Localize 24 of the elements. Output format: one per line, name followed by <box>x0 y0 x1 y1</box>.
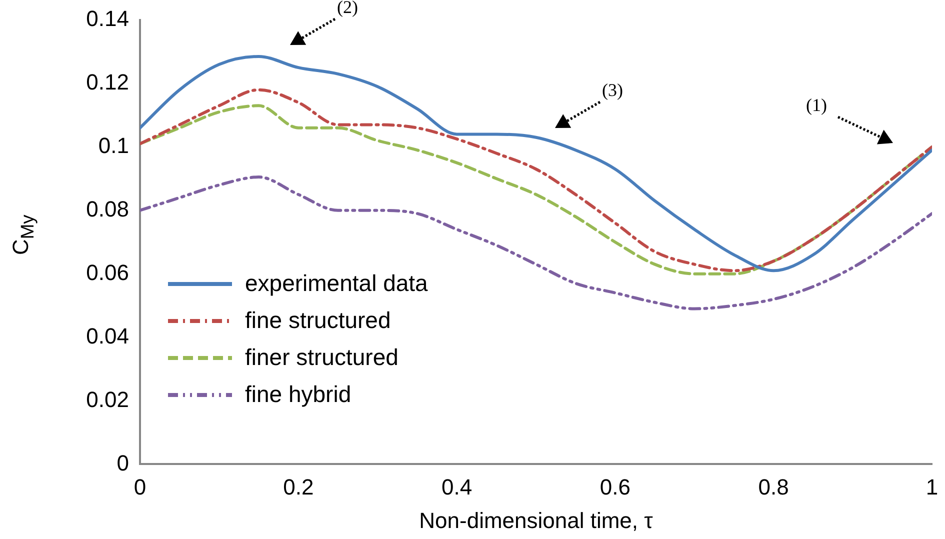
legend-label: finer structured <box>245 343 398 372</box>
x-tick-label: 0.8 <box>758 474 789 500</box>
legend-label: fine hybrid <box>245 380 352 409</box>
text: (2) <box>337 0 358 18</box>
annotation: (3) <box>602 80 623 101</box>
legend-label: fine structured <box>245 306 391 335</box>
y-tick-label: 0.04 <box>86 323 129 348</box>
y-tick-label: 0.14 <box>86 6 129 32</box>
x-tick-label: 0.2 <box>283 474 314 500</box>
x-axis-title: Non-dimensional time, τ <box>419 508 654 533</box>
y-tick-label: 0.12 <box>86 70 129 95</box>
x-tick-label: 1 <box>926 474 938 500</box>
y-tick-label: 0.08 <box>86 196 129 222</box>
y-tick-label: 0.1 <box>98 132 129 158</box>
line-series <box>140 176 932 310</box>
x-tick-label: 0 <box>134 474 146 500</box>
line-series <box>140 54 932 272</box>
annotation: (1) <box>806 95 827 116</box>
x-tick-label: 0.6 <box>600 474 630 500</box>
y-tick-label: 0.02 <box>86 386 129 412</box>
legend-label: experimental data <box>245 269 428 298</box>
x-tick-label: 0.4 <box>442 474 472 500</box>
y-tick-label: 0 <box>116 450 129 476</box>
y-tick-label: 0.06 <box>86 260 129 285</box>
